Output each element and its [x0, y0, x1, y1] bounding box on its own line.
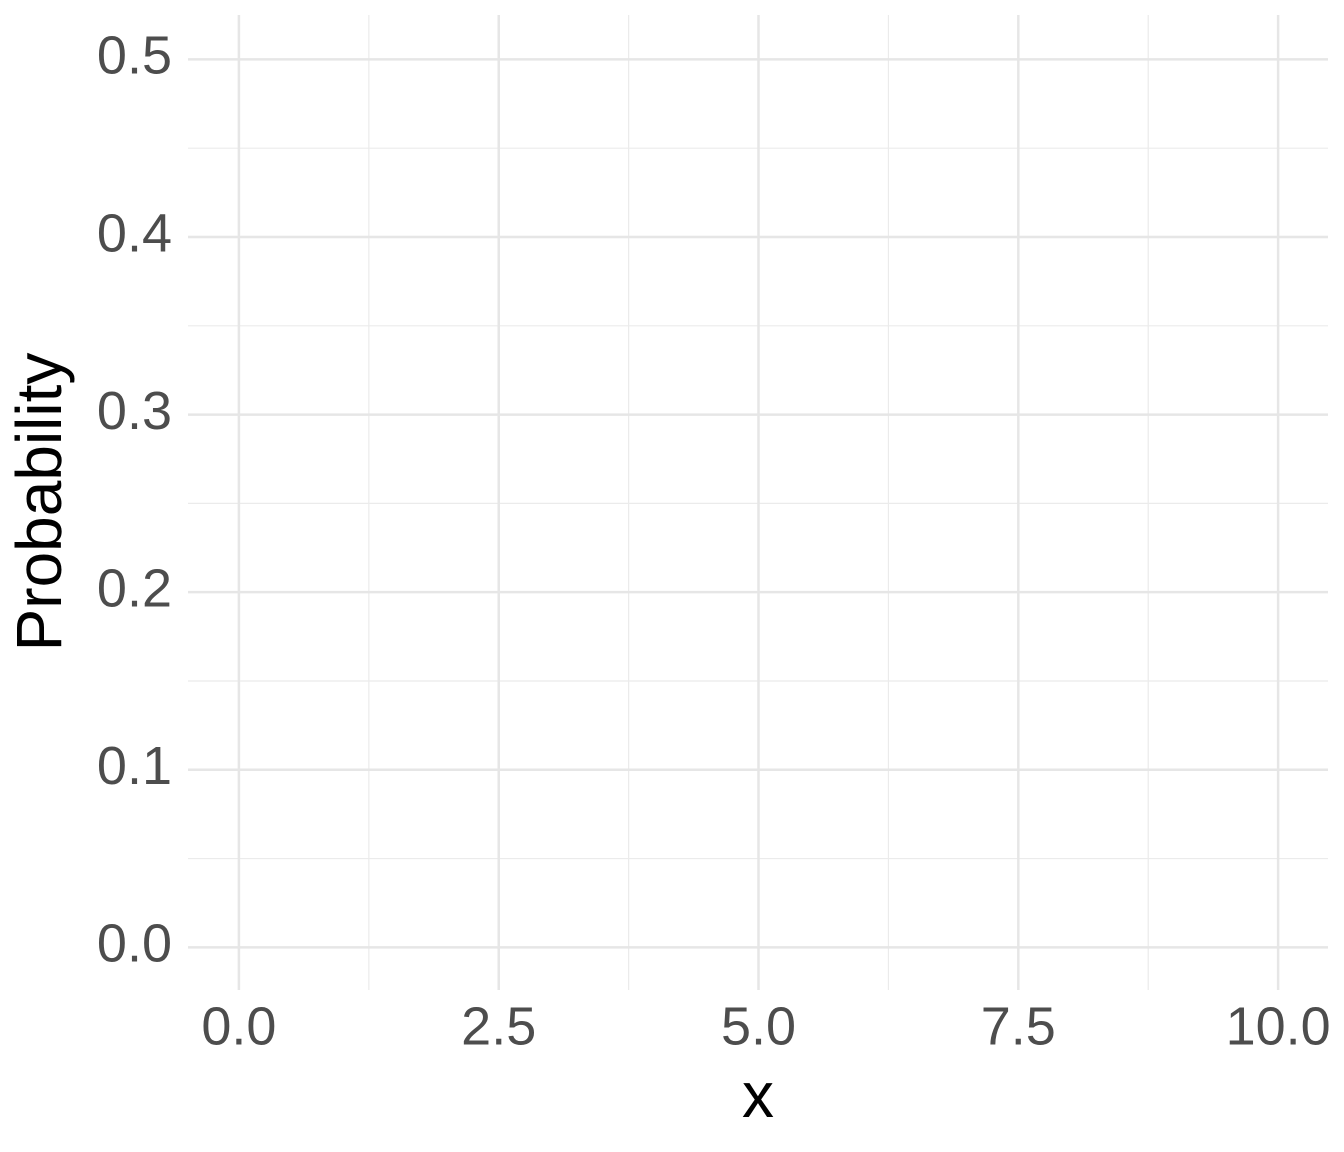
x-tick-label: 2.5: [461, 996, 536, 1056]
y-tick-label: 0.0: [97, 914, 172, 974]
x-tick-label: 10.0: [1226, 996, 1331, 1056]
x-tick-label: 0.0: [201, 996, 276, 1056]
y-tick-label: 0.4: [97, 203, 172, 263]
x-tick-label: 7.5: [981, 996, 1056, 1056]
x-tick-label: 5.0: [721, 996, 796, 1056]
y-tick-label: 0.3: [97, 381, 172, 441]
x-axis-title: x: [742, 1059, 774, 1131]
y-axis-title: Probability: [3, 353, 75, 652]
y-tick-label: 0.5: [97, 26, 172, 86]
y-tick-label: 0.1: [97, 736, 172, 796]
y-tick-label: 0.2: [97, 558, 172, 618]
